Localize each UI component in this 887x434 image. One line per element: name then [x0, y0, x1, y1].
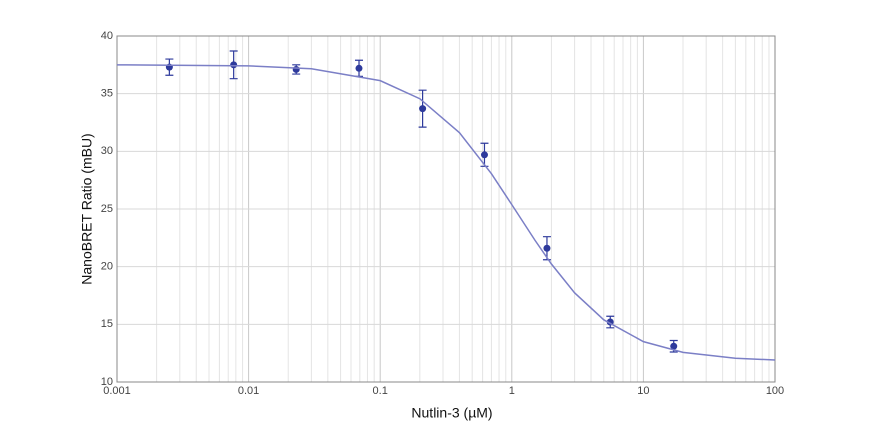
data-point — [543, 244, 551, 252]
x-tick-label: 10 — [637, 385, 649, 397]
data-point — [355, 64, 363, 72]
y-tick-label: 40 — [101, 30, 113, 42]
y-tick-label: 15 — [101, 318, 113, 330]
data-point — [419, 105, 427, 113]
data-point — [480, 151, 488, 159]
plot-frame — [116, 35, 776, 383]
y-tick-label: 10 — [101, 376, 113, 388]
fit-curve — [116, 64, 776, 361]
y-tick-label: 35 — [101, 88, 113, 100]
x-tick-label: 0.001 — [103, 385, 131, 397]
x-tick-label: 0.1 — [373, 385, 388, 397]
y-tick-label: 20 — [101, 261, 113, 273]
y-tick-label: 25 — [101, 203, 113, 215]
y-axis-label: NanoBRET Ratio (mBU) — [79, 133, 95, 284]
x-tick-label: 100 — [766, 385, 784, 397]
data-point — [670, 342, 678, 350]
data-point — [292, 65, 300, 73]
data-point — [230, 61, 238, 69]
x-axis-label: Nutlin-3 (µM) — [411, 405, 492, 421]
y-tick-label: 30 — [101, 145, 113, 157]
x-tick-label: 1 — [509, 385, 515, 397]
x-tick-label: 0.01 — [238, 385, 259, 397]
